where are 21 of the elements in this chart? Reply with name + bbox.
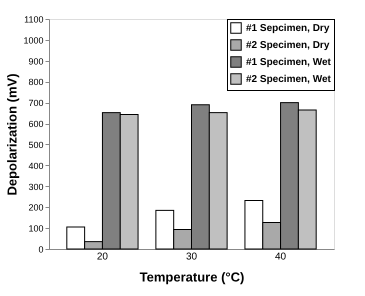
- legend-label: #1 Specimen, Wet: [246, 57, 332, 68]
- y-tick-label: 1000: [23, 35, 44, 46]
- y-tick-label: 0: [38, 244, 44, 254]
- y-tick-label: 100: [28, 224, 44, 234]
- y-tick-label: 700: [28, 98, 44, 108]
- x-tick-label: 30: [186, 252, 198, 262]
- legend-label: #2 Specimen, Dry: [246, 40, 330, 51]
- y-tick-label: 200: [28, 202, 44, 213]
- y-tick-label: 900: [28, 56, 44, 66]
- y-tick-label: 500: [28, 140, 44, 150]
- y-tick-label: 1100: [24, 14, 44, 24]
- x-tick-label: 40: [275, 252, 287, 262]
- x-tick-label: 20: [96, 252, 108, 262]
- y-tick-label: 600: [28, 119, 44, 130]
- y-tick-label: 800: [28, 77, 44, 88]
- legend-label: #2 Specimen, Wet: [246, 74, 332, 85]
- legend-label: #1 Sepcimen, Dry: [246, 23, 330, 34]
- y-tick-label: 300: [28, 182, 44, 192]
- x-axis-title: Temperature (°C): [140, 270, 244, 284]
- y-axis-title: Depolarization (mV): [4, 73, 20, 196]
- y-tick-label: 400: [28, 160, 44, 171]
